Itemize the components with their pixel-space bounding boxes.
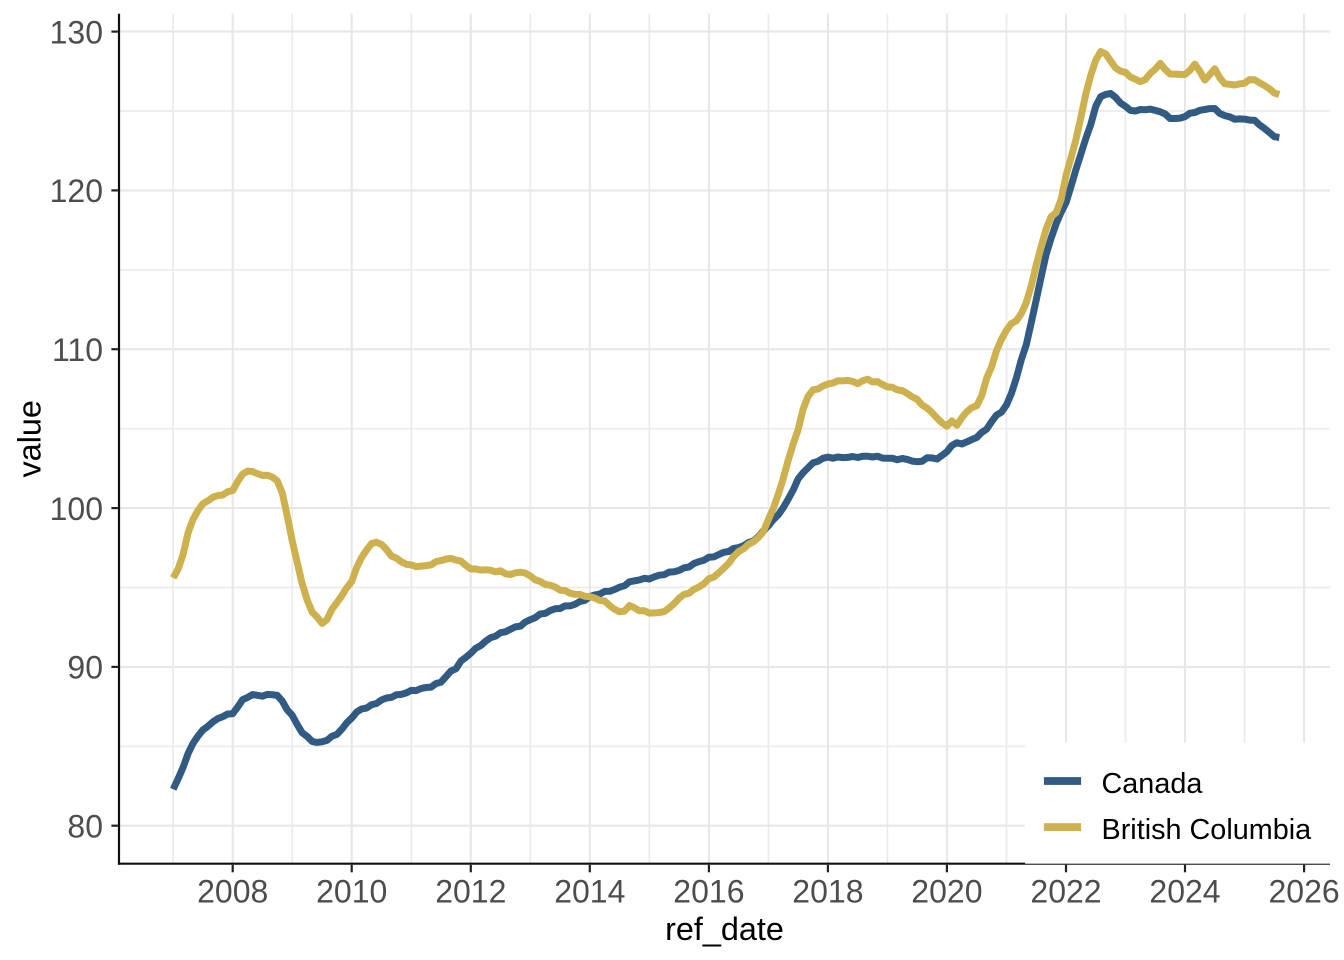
svg-text:Canada: Canada xyxy=(1102,768,1204,800)
svg-text:value: value xyxy=(12,400,48,477)
svg-text:2018: 2018 xyxy=(792,874,863,910)
svg-text:2012: 2012 xyxy=(435,874,506,910)
svg-text:90: 90 xyxy=(67,650,103,686)
svg-text:2022: 2022 xyxy=(1030,874,1101,910)
svg-text:80: 80 xyxy=(67,809,103,845)
svg-text:British Columbia: British Columbia xyxy=(1102,814,1313,846)
svg-text:2014: 2014 xyxy=(554,874,625,910)
svg-text:130: 130 xyxy=(50,14,103,50)
svg-text:2008: 2008 xyxy=(197,874,268,910)
svg-text:2016: 2016 xyxy=(673,874,744,910)
svg-text:120: 120 xyxy=(50,173,103,209)
svg-text:2024: 2024 xyxy=(1149,874,1220,910)
svg-text:2026: 2026 xyxy=(1269,874,1340,910)
svg-text:2020: 2020 xyxy=(911,874,982,910)
svg-text:ref_date: ref_date xyxy=(665,911,784,947)
svg-text:100: 100 xyxy=(50,491,103,527)
svg-text:110: 110 xyxy=(52,332,103,368)
svg-text:2010: 2010 xyxy=(316,874,387,910)
